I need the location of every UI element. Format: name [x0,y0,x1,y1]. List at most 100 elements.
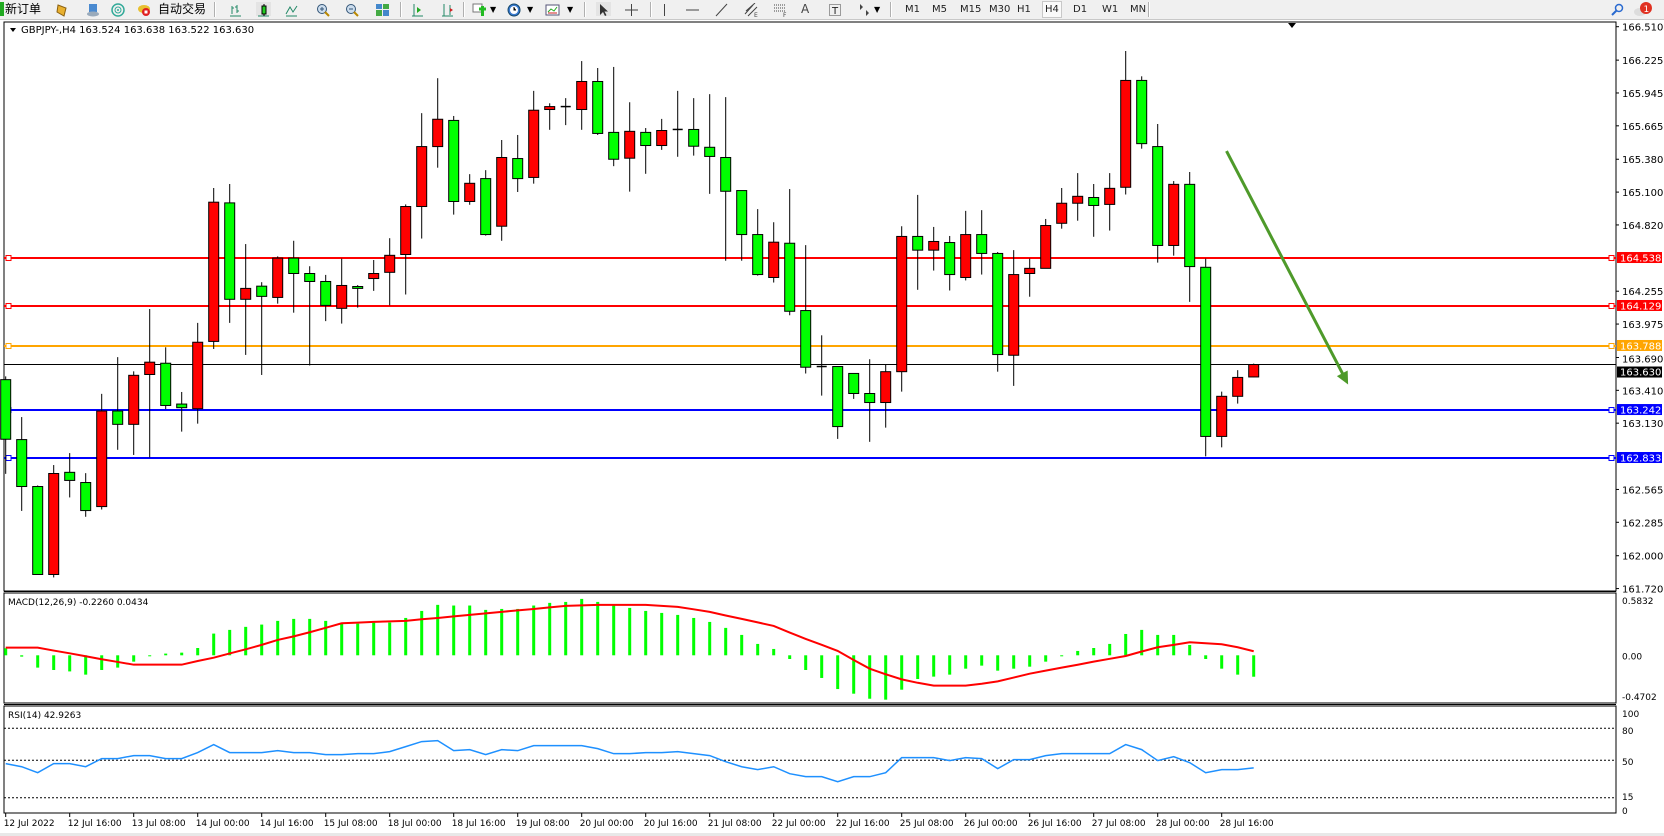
period-h1[interactable]: H1 [1017,4,1031,15]
navigator-icon[interactable] [111,2,126,17]
zoom-in-icon[interactable] [316,2,331,17]
data-window-icon[interactable] [86,2,101,17]
channel-icon[interactable]: E [744,2,759,19]
chart-shift-marker-icon[interactable] [1288,23,1296,28]
candle-body [80,482,92,512]
line-handle[interactable] [5,455,12,462]
macd-histogram-bar [980,655,984,666]
line-handle[interactable] [1608,455,1615,462]
candle [576,61,588,130]
toolbar-separator [890,2,892,17]
templates-icon[interactable] [545,2,560,16]
line-chart-icon[interactable] [284,2,299,17]
auto-trading-button[interactable]: 自动交易 [158,2,207,16]
bar-chart-icon[interactable] [228,2,243,17]
price-line-label: 164.129 [1620,301,1661,312]
candle-body [528,109,540,178]
candle-body [1008,274,1020,356]
period-mn[interactable]: MN [1130,4,1147,15]
candle [256,282,268,375]
chevron-down-icon[interactable]: ▼ [567,5,574,14]
macd-histogram-bar [468,605,472,656]
line-handle[interactable] [1608,407,1615,414]
period-h4[interactable]: H4 [1042,1,1062,18]
candle-body [1136,79,1148,145]
time-tick-label: 12 Jul 2022 [4,819,55,829]
candlestick-icon[interactable] [256,2,271,17]
candle [1152,124,1164,263]
candle-body [1184,183,1196,268]
candle-body [480,178,492,236]
line-handle[interactable] [5,342,12,349]
crosshair-icon[interactable] [624,2,639,16]
periods-icon[interactable] [507,2,522,17]
arrows-icon[interactable] [856,2,871,16]
fibonacci-icon[interactable]: F [773,2,788,19]
line-handle[interactable] [1608,255,1615,262]
chart-menu-triangle-icon[interactable] [10,28,16,32]
label-icon[interactable]: T [828,2,843,17]
macd-histogram-bar [756,643,760,656]
macd-histogram-bar [548,602,552,656]
candle [1024,258,1036,297]
candle-body [336,284,348,309]
period-m30[interactable]: M30 [989,4,1011,15]
line-handle[interactable] [1608,302,1615,309]
line-handle[interactable] [5,255,12,262]
candle-body [1168,183,1180,246]
line-handle[interactable] [5,302,12,309]
text-icon[interactable]: A [801,2,810,16]
auto-trading-icon[interactable] [137,2,152,16]
macd-histogram-bar [84,655,88,675]
candle [480,170,492,236]
period-m15[interactable]: M15 [960,4,982,15]
macd-histogram-bar [804,655,808,670]
cursor-icon[interactable] [596,2,611,16]
macd-histogram-bar [324,620,328,656]
market-watch-icon[interactable] [55,2,70,17]
candle [1168,181,1180,256]
chevron-down-icon[interactable]: ▼ [874,5,881,14]
candle [688,98,700,156]
candle-body [1024,267,1036,274]
macd-histogram-bar [1012,655,1016,669]
price-line-label-bg [1617,452,1662,464]
new-order-icon[interactable] [0,2,4,16]
time-tick-label: 18 Jul 16:00 [452,819,506,829]
chevron-down-icon[interactable]: ▼ [490,5,497,14]
toolbar-separator [584,2,586,17]
search-icon[interactable] [1610,2,1625,16]
line-handle[interactable] [1608,342,1615,349]
candle [352,285,364,308]
period-w1[interactable]: W1 [1102,4,1119,15]
candle [448,115,460,215]
period-d1[interactable]: D1 [1073,4,1088,15]
macd-histogram-bar [52,655,56,670]
auto-scroll-icon[interactable] [410,2,425,17]
period-m1[interactable]: M1 [905,4,920,15]
vertical-line-icon[interactable] [657,2,672,16]
candle-body [592,80,604,134]
candle [384,238,396,306]
macd-histogram-bar [500,608,504,656]
trendline-icon[interactable] [714,2,729,17]
macd-histogram-bar [532,605,536,656]
trend-arrow-line[interactable] [1225,150,1347,380]
period-m5[interactable]: M5 [932,4,947,15]
candle [192,322,204,424]
chart-shift-icon[interactable] [440,2,455,17]
chevron-down-icon[interactable]: ▼ [527,5,534,14]
zoom-out-icon[interactable] [345,2,360,17]
new-order-button[interactable]: 新订单 [5,2,42,16]
horizontal-line-icon[interactable] [685,2,700,16]
macd-histogram-bar [916,655,920,679]
candle-body [880,371,892,404]
rsi-tick-label: 15 [1622,793,1633,803]
macd-histogram-bar [404,617,408,656]
trend-arrow-head-icon[interactable] [1336,370,1349,385]
price-line-label-bg [1617,252,1662,264]
indicators-icon[interactable] [472,2,487,16]
chart-window[interactable]: GBPJPY-,H4 163.524 163.638 163.522 163.6… [0,20,1664,836]
notification-icon[interactable]: 1 [1632,2,1654,16]
tile-windows-icon[interactable] [375,2,390,16]
